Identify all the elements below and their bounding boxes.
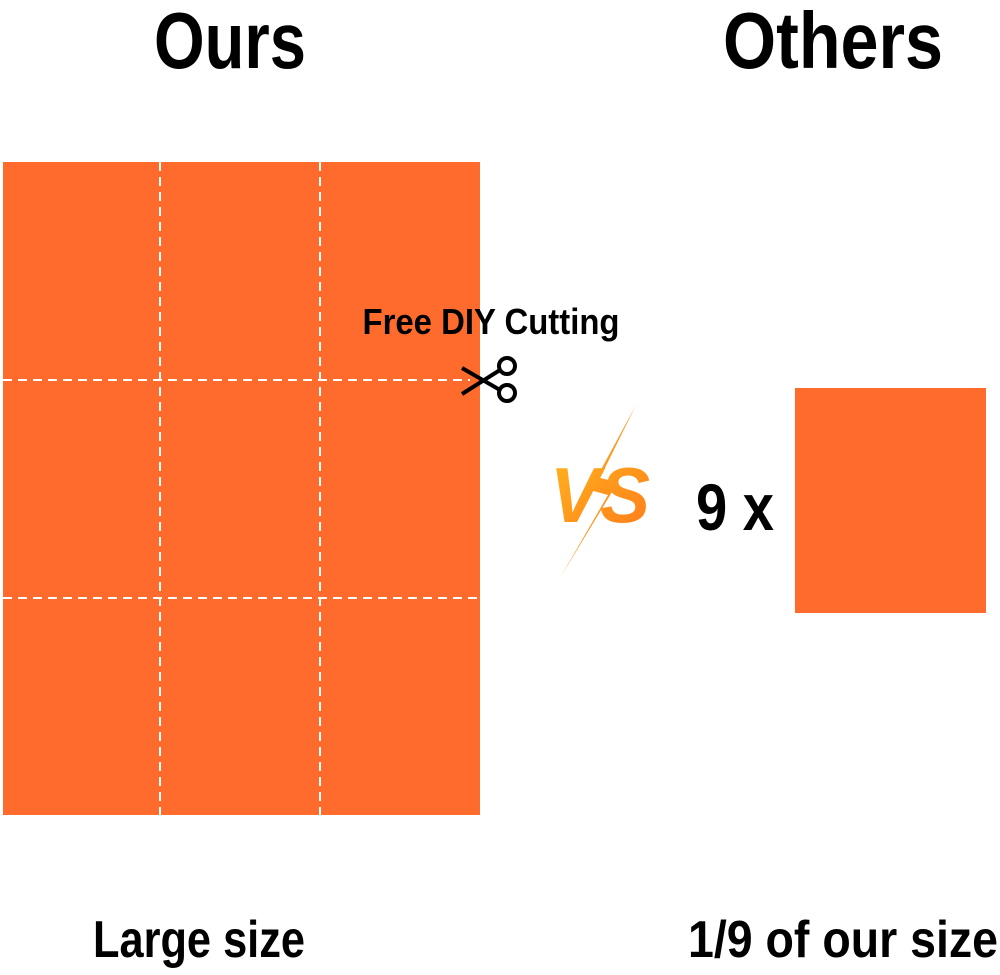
scissor-blade (460, 366, 502, 392)
cut-lines (3, 162, 480, 815)
small-sheet (795, 388, 986, 613)
right-caption: 1/9 of our size (688, 911, 998, 969)
multiplier: 9 x (696, 470, 774, 544)
scissor-handle (497, 383, 517, 403)
scissor-handle (497, 356, 517, 376)
left-caption: Large size (93, 911, 305, 969)
cutting-annotation: Free DIY Cutting (363, 301, 620, 342)
scissor-blade (460, 368, 502, 396)
large-sheet (3, 162, 480, 815)
right-title: Others (723, 0, 943, 85)
left-title: Ours (154, 0, 306, 85)
lightning-bolt (560, 405, 636, 578)
scissors-icon (460, 356, 517, 403)
vs-label: VS (550, 451, 650, 539)
